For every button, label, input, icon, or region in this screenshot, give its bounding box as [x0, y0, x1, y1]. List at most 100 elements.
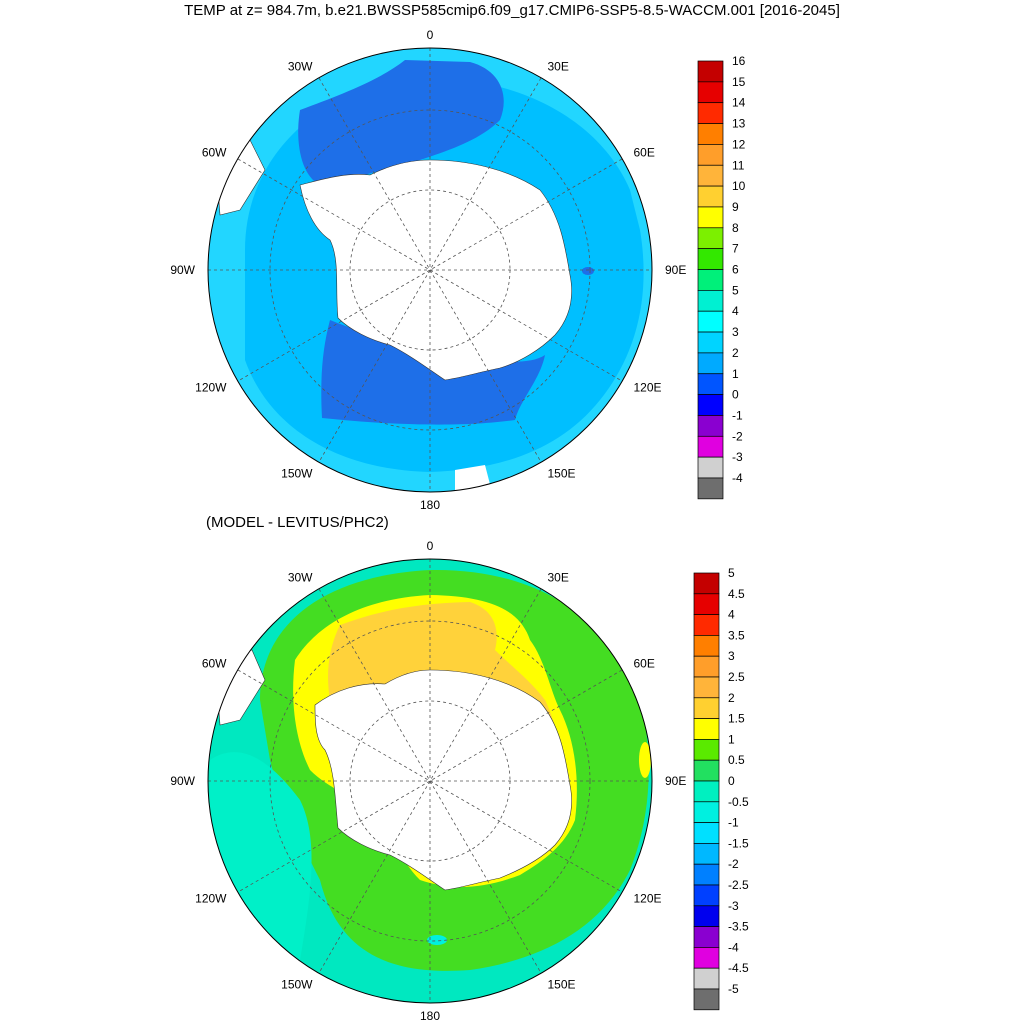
bottom-colorbar-cell	[693, 801, 720, 823]
bottom-lon-label: 60E	[634, 657, 655, 671]
bottom-lon-label: 90E	[665, 774, 686, 788]
top-colorbar-label: 15	[732, 75, 746, 89]
bottom-colorbar: 5 4.5 4 3.5 3 2.5 2 1.5 1 0.5 0 -0.5 -1 -1.5 -2 -2.5 -3 -…	[693, 566, 749, 1011]
top-colorbar-label: 8	[732, 221, 739, 235]
top-colorbar-cell	[697, 373, 724, 395]
top-colorbar-cell	[697, 352, 724, 375]
bottom-lon-label: 150W	[281, 978, 313, 992]
bottom-colorbar-cell	[693, 572, 720, 595]
top-colorbar-label: -3	[732, 450, 743, 464]
bottom-colorbar-cell	[693, 655, 720, 678]
top-lon-label: 120W	[195, 381, 227, 395]
bottom-colorbar-label: -1.5	[728, 836, 749, 850]
bottom-lon-label: 90W	[170, 774, 195, 788]
top-colorbar-cell	[697, 456, 724, 479]
bottom-lon-label: 120W	[195, 892, 227, 906]
top-colorbar-cell	[697, 102, 724, 124]
bottom-colorbar-label: -0.5	[728, 795, 749, 809]
bottom-colorbar-label: 3.5	[728, 628, 745, 642]
top-polar-map: 0 30E 60E 90E 120E 150E 180 150W 120W 90W 60W 30W	[170, 28, 686, 512]
top-colorbar-cell	[697, 60, 724, 83]
top-colorbar-label: 13	[732, 117, 746, 131]
top-antarctica	[299, 159, 572, 381]
top-colorbar-label: 5	[732, 283, 739, 297]
top-colorbar-label: 14	[732, 96, 746, 110]
top-colorbar-label: 11	[732, 158, 745, 172]
bottom-colorbar-cell	[693, 780, 720, 803]
bottom-colorbar-label: 3	[728, 649, 735, 663]
bottom-colorbar-cell	[693, 676, 720, 699]
bottom-lon-label: 120E	[634, 892, 662, 906]
bottom-colorbar-label: 0.5	[728, 753, 745, 767]
bottom-colorbar-label: 2	[728, 691, 735, 705]
bottom-colorbar-cell	[693, 635, 720, 657]
bottom-small-yellow-patch	[639, 742, 651, 778]
bottom-colorbar-label: -2.5	[728, 878, 749, 892]
top-colorbar-label: -4	[732, 471, 743, 485]
bottom-colorbar-cell	[693, 843, 720, 865]
bottom-colorbar-label: 4.5	[728, 587, 745, 601]
top-colorbar-cell	[697, 435, 724, 458]
top-colorbar-cell	[697, 227, 724, 250]
bottom-colorbar-label: -2	[728, 857, 739, 871]
bottom-lon-label: 30E	[548, 571, 569, 585]
top-lon-label: 30E	[548, 60, 569, 74]
bottom-colorbar-label: -4.5	[728, 961, 749, 975]
bottom-lon-label: 150E	[548, 978, 576, 992]
top-colorbar-cell	[697, 123, 724, 145]
bottom-longitude-labels: 0 30E 60E 90E 120E 150E 180 150W 120W 90W 60W 30W	[170, 539, 686, 1023]
bottom-colorbar-label: -3	[728, 899, 739, 913]
top-colorbar-label: 4	[732, 304, 739, 318]
top-colorbar-cell	[697, 185, 724, 208]
top-colorbar-cell	[697, 81, 724, 104]
difference-subtitle: (MODEL - LEVITUS/PHC2)	[206, 514, 389, 531]
bottom-colorbar-cell	[693, 947, 720, 969]
bottom-colorbar-label: -5	[728, 982, 739, 996]
top-colorbar-cell	[697, 144, 724, 166]
bottom-colorbar-cell	[693, 614, 720, 636]
plot-title: TEMP at z= 984.7m, b.e21.BWSSP585cmip6.f…	[184, 2, 840, 19]
top-colorbar-label: 3	[732, 325, 739, 339]
bottom-colorbar-cell	[693, 988, 720, 1011]
top-colorbar-cell	[697, 331, 724, 354]
bottom-colorbar-cell	[693, 967, 720, 990]
top-colorbar-cell	[697, 269, 724, 291]
bottom-colorbar-cell	[693, 905, 720, 927]
top-colorbar-label: -2	[732, 429, 743, 443]
top-colorbar-label: 12	[732, 137, 746, 151]
bottom-colorbar-cell	[693, 863, 720, 886]
bottom-graticule	[208, 559, 652, 1003]
top-lon-label: 90E	[665, 263, 686, 277]
bottom-colorbar-label: -3.5	[728, 920, 749, 934]
top-colorbar-label: -1	[732, 408, 743, 422]
bottom-colorbar-cell	[693, 926, 720, 948]
top-colorbar-cell	[697, 310, 724, 333]
bottom-colorbar-label: 1	[728, 732, 735, 746]
top-longitude-labels: 0 30E 60E 90E 120E 150E 180 150W 120W 90W 60W 30W	[170, 28, 686, 512]
bottom-lon-label: 0	[427, 539, 434, 553]
bottom-colorbar-cell	[693, 739, 720, 761]
bottom-colorbar-cell	[693, 884, 720, 907]
top-colorbar-cell	[697, 164, 724, 187]
top-lon-label: 180	[420, 498, 440, 512]
bottom-colorbar-cell	[693, 759, 720, 782]
top-lon-label: 150W	[281, 467, 313, 481]
bottom-lon-label: 30W	[288, 571, 313, 585]
bottom-colorbar-label: -4	[728, 940, 739, 954]
bottom-colorbar-label: 5	[728, 566, 735, 580]
top-colorbar-cell	[697, 415, 724, 437]
top-lon-label: 90W	[170, 263, 195, 277]
top-colorbar-cell	[697, 394, 724, 416]
bottom-polar-map: 0 30E 60E 90E 120E 150E 180 150W 120W 90W 60W 30W	[170, 539, 686, 1023]
top-colorbar-label: 9	[732, 200, 739, 214]
top-weddell-cold-tongue	[298, 60, 504, 185]
top-colorbar-label: 2	[732, 346, 739, 360]
top-lon-label: 0	[427, 28, 434, 42]
top-colorbar-cell	[697, 290, 724, 312]
bottom-colorbar-label: 1.5	[728, 712, 745, 726]
bottom-lon-label: 180	[420, 1009, 440, 1023]
top-colorbar-cell	[697, 248, 724, 270]
bottom-small-cyan-patch	[427, 935, 447, 945]
